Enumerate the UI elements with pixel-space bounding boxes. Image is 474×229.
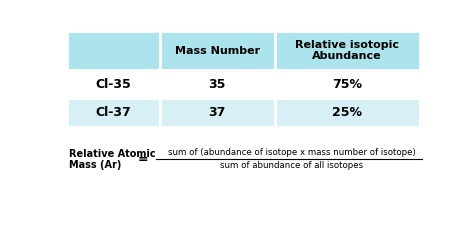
- Text: Relative isotopic
Abundance: Relative isotopic Abundance: [295, 40, 399, 61]
- Text: sum of abundance of all isotopes: sum of abundance of all isotopes: [220, 161, 363, 170]
- Bar: [275, 70, 419, 98]
- Text: Mass Number: Mass Number: [175, 46, 260, 56]
- Text: 37: 37: [209, 106, 226, 119]
- Bar: [67, 98, 160, 127]
- Bar: [275, 31, 419, 70]
- Text: 35: 35: [209, 78, 226, 91]
- Text: Cl-35: Cl-35: [96, 78, 131, 91]
- Bar: [160, 70, 275, 98]
- Bar: [275, 98, 419, 127]
- Bar: [160, 31, 275, 70]
- Bar: [67, 31, 160, 70]
- Bar: [67, 70, 160, 98]
- Text: sum of (abundance of isotope x mass number of isotope): sum of (abundance of isotope x mass numb…: [168, 148, 416, 157]
- Text: 75%: 75%: [332, 78, 362, 91]
- Text: 25%: 25%: [332, 106, 362, 119]
- Text: Relative Atomic: Relative Atomic: [69, 149, 155, 159]
- Text: Mass (Ar): Mass (Ar): [69, 160, 121, 169]
- Text: =: =: [137, 153, 148, 166]
- Text: Cl-37: Cl-37: [96, 106, 131, 119]
- Bar: [160, 98, 275, 127]
